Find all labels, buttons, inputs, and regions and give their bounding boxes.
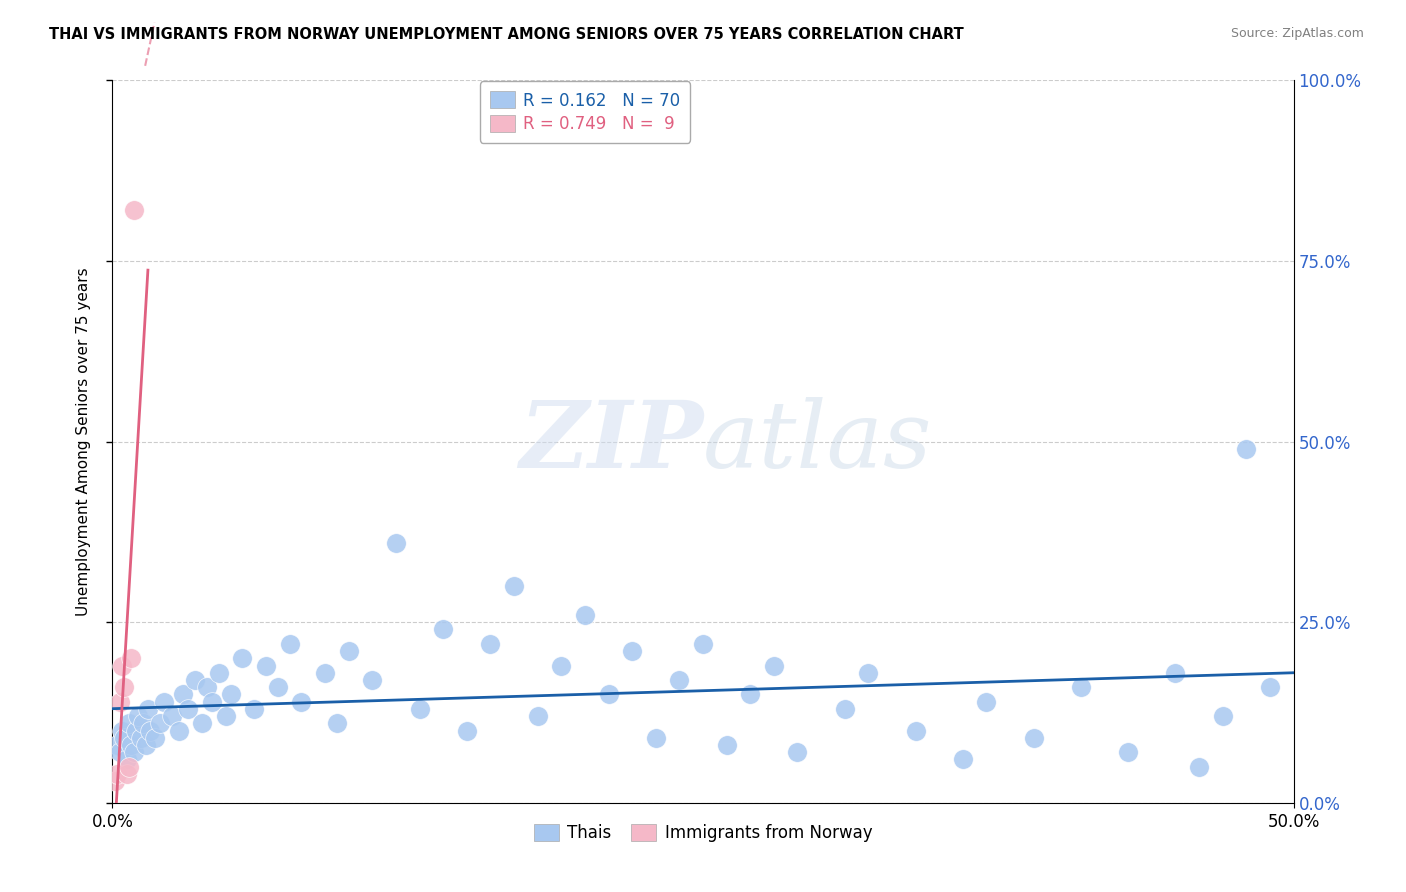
- Point: [184, 673, 207, 687]
- Point: [574, 607, 596, 622]
- Point: [122, 745, 145, 759]
- Text: Source: ZipAtlas.com: Source: ZipAtlas.com: [1230, 27, 1364, 40]
- Point: [1258, 680, 1281, 694]
- Text: ZIP: ZIP: [519, 397, 703, 486]
- Point: [104, 774, 127, 789]
- Point: [385, 535, 408, 549]
- Point: [1188, 760, 1211, 774]
- Point: [231, 651, 253, 665]
- Point: [762, 658, 785, 673]
- Point: [108, 695, 131, 709]
- Point: [125, 723, 148, 738]
- Point: [1212, 709, 1234, 723]
- Point: [1116, 745, 1139, 759]
- Point: [1070, 680, 1092, 694]
- Point: [112, 680, 135, 694]
- Point: [115, 752, 138, 766]
- Point: [716, 738, 738, 752]
- Point: [118, 760, 141, 774]
- Point: [503, 579, 526, 593]
- Point: [135, 738, 157, 752]
- Point: [456, 723, 478, 738]
- Point: [834, 702, 856, 716]
- Point: [598, 687, 620, 701]
- Point: [139, 723, 162, 738]
- Point: [1022, 731, 1045, 745]
- Point: [120, 738, 142, 752]
- Point: [408, 702, 430, 716]
- Point: [111, 723, 134, 738]
- Point: [127, 709, 149, 723]
- Point: [115, 767, 138, 781]
- Point: [160, 709, 183, 723]
- Point: [858, 665, 880, 680]
- Point: [526, 709, 548, 723]
- Point: [1164, 665, 1187, 680]
- Point: [120, 651, 142, 665]
- Point: [740, 687, 762, 701]
- Point: [644, 731, 666, 745]
- Point: [172, 687, 194, 701]
- Point: [692, 637, 714, 651]
- Text: atlas: atlas: [703, 397, 932, 486]
- Y-axis label: Unemployment Among Seniors over 75 years: Unemployment Among Seniors over 75 years: [76, 268, 91, 615]
- Point: [1234, 442, 1257, 456]
- Point: [105, 738, 128, 752]
- Point: [201, 695, 224, 709]
- Point: [122, 203, 145, 218]
- Point: [361, 673, 384, 687]
- Point: [550, 658, 572, 673]
- Point: [105, 767, 128, 781]
- Point: [111, 658, 134, 673]
- Point: [976, 695, 998, 709]
- Point: [326, 716, 349, 731]
- Point: [621, 644, 644, 658]
- Point: [195, 680, 218, 694]
- Point: [337, 644, 360, 658]
- Point: [290, 695, 312, 709]
- Point: [243, 702, 266, 716]
- Point: [278, 637, 301, 651]
- Point: [215, 709, 238, 723]
- Legend: Thais, Immigrants from Norway: Thais, Immigrants from Norway: [527, 817, 879, 848]
- Point: [136, 702, 159, 716]
- Point: [132, 716, 155, 731]
- Point: [191, 716, 214, 731]
- Point: [149, 716, 172, 731]
- Point: [208, 665, 231, 680]
- Point: [108, 745, 131, 759]
- Point: [177, 702, 200, 716]
- Text: THAI VS IMMIGRANTS FROM NORWAY UNEMPLOYMENT AMONG SENIORS OVER 75 YEARS CORRELAT: THAI VS IMMIGRANTS FROM NORWAY UNEMPLOYM…: [49, 27, 965, 42]
- Point: [952, 752, 974, 766]
- Point: [219, 687, 242, 701]
- Point: [432, 623, 454, 637]
- Point: [267, 680, 290, 694]
- Point: [143, 731, 166, 745]
- Point: [314, 665, 336, 680]
- Point: [479, 637, 502, 651]
- Point: [153, 695, 176, 709]
- Point: [112, 731, 135, 745]
- Point: [904, 723, 927, 738]
- Point: [668, 673, 690, 687]
- Point: [118, 716, 141, 731]
- Point: [167, 723, 190, 738]
- Point: [129, 731, 152, 745]
- Point: [254, 658, 277, 673]
- Point: [786, 745, 808, 759]
